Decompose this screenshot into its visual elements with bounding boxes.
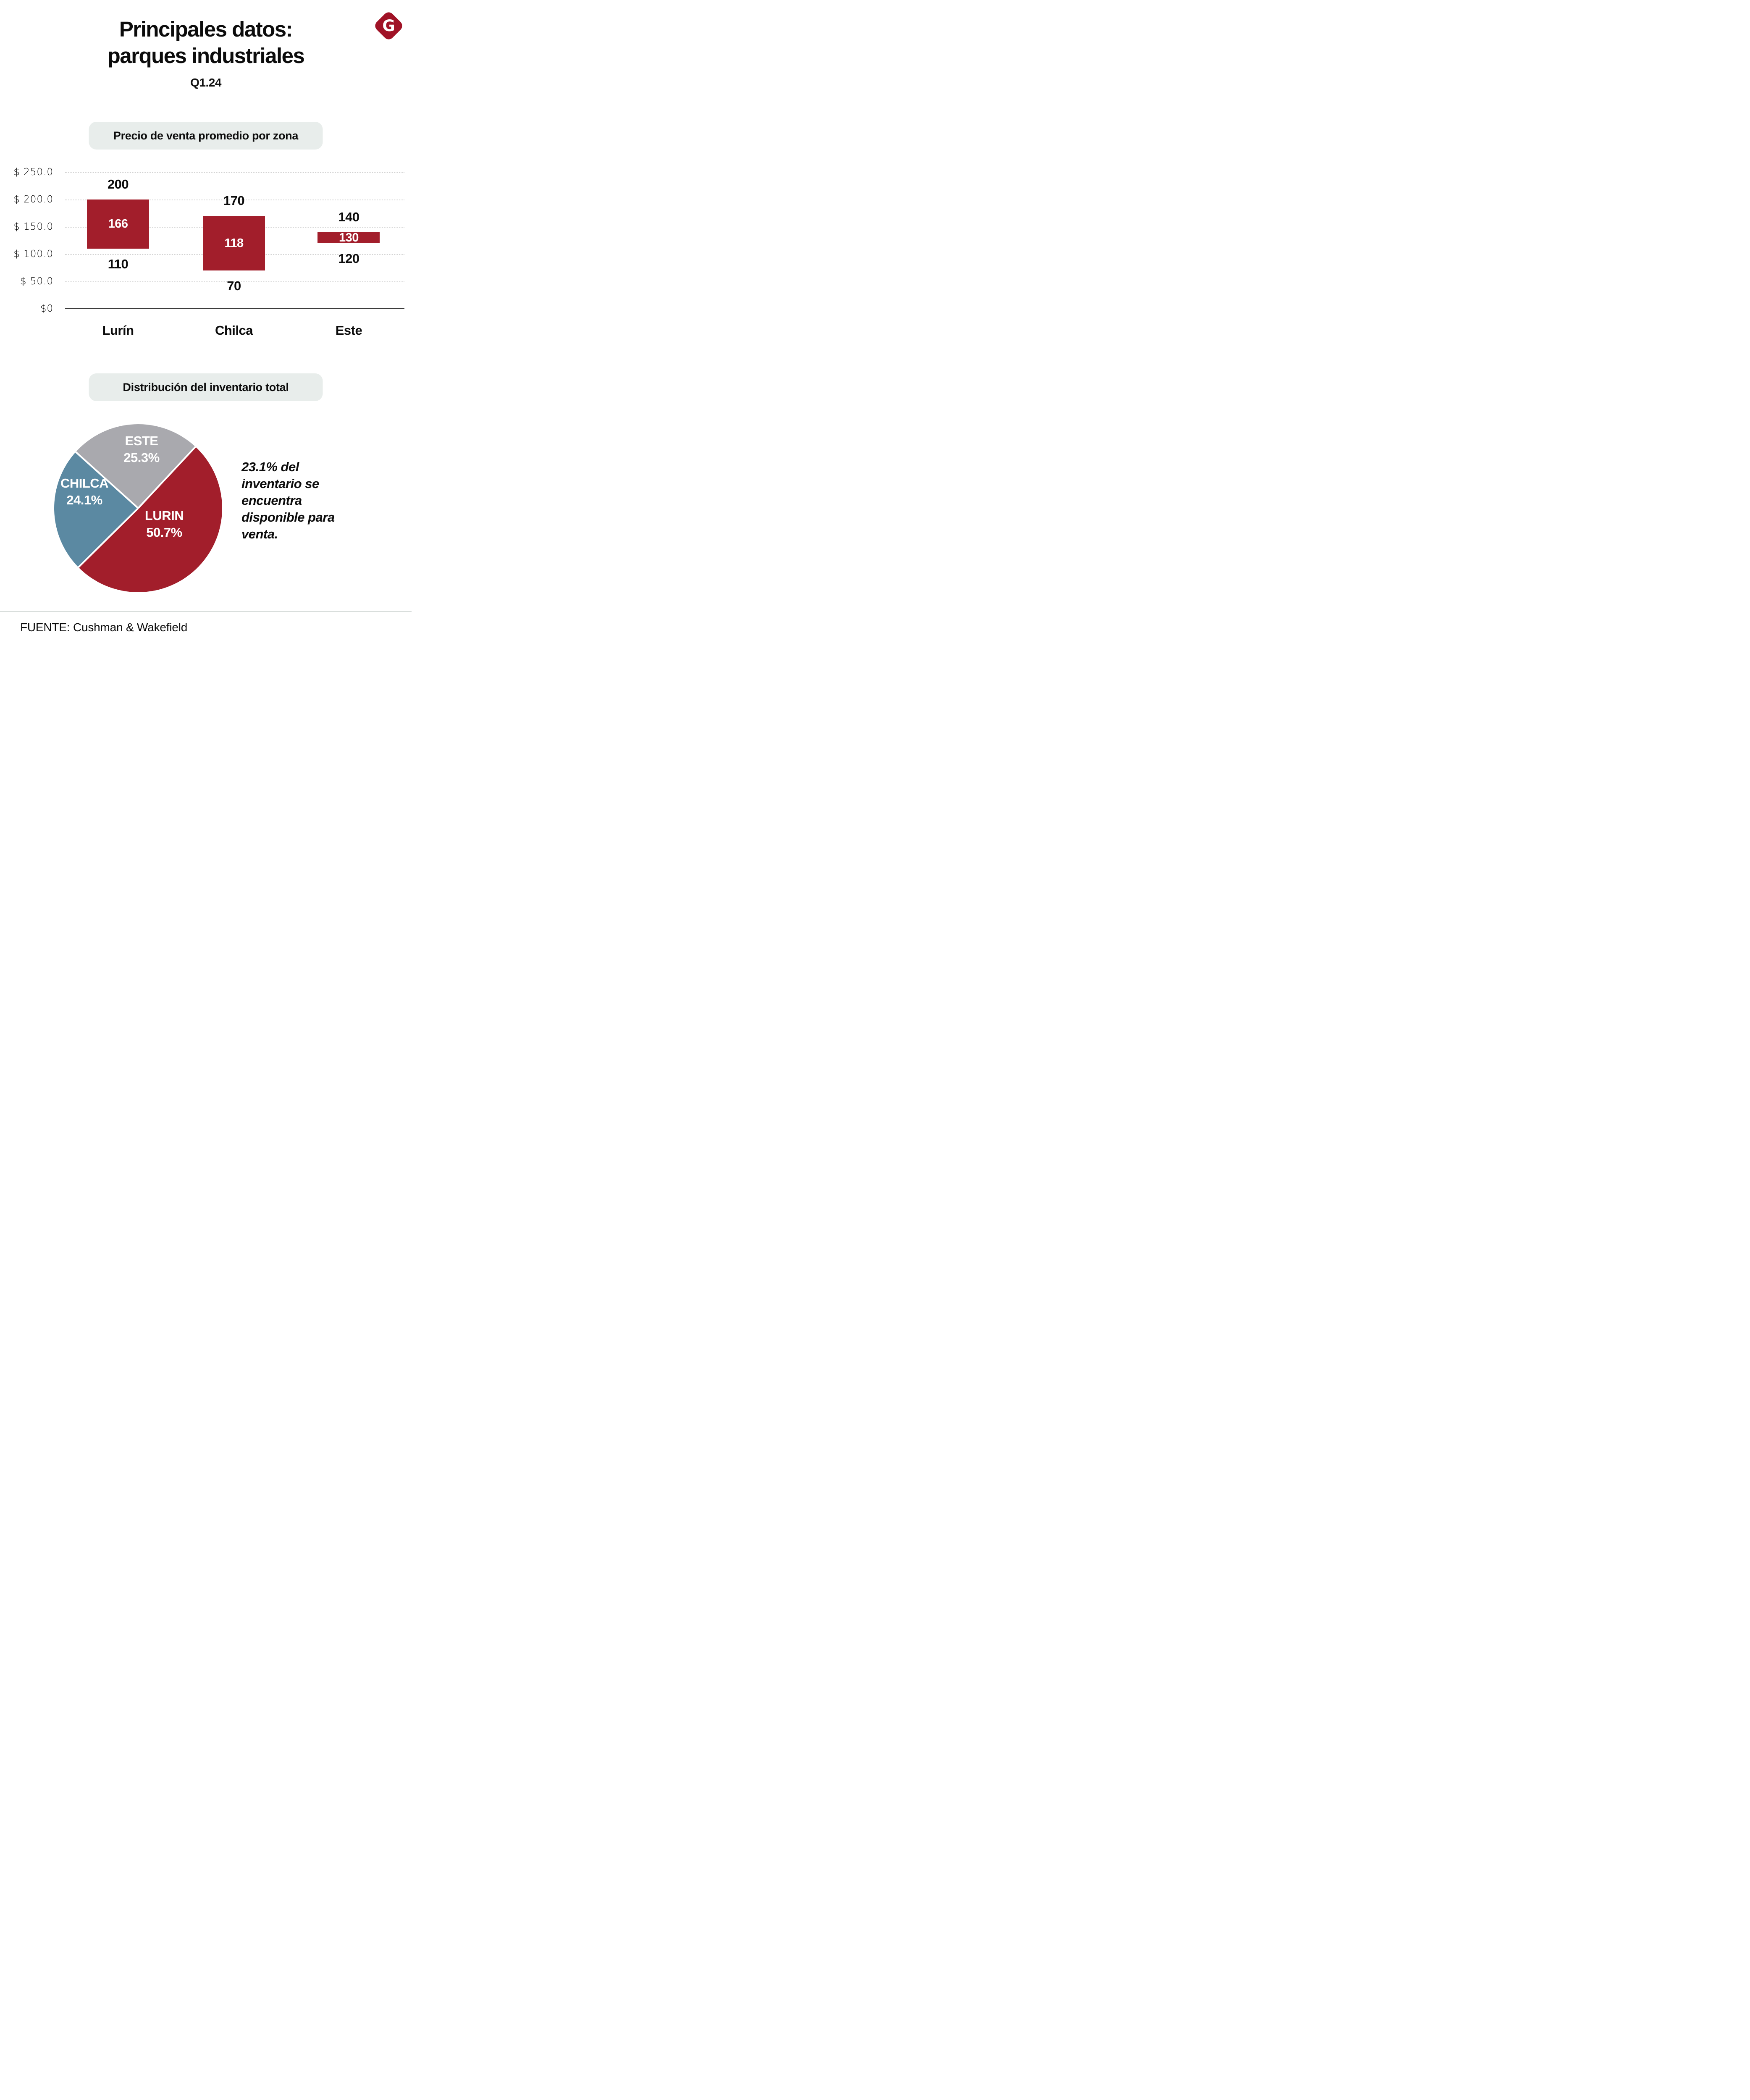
page-subtitle: Q1.24 xyxy=(190,76,221,89)
bar-chart-title: Precio de venta promedio por zona xyxy=(113,129,299,142)
pie-slice-percent: 24.1% xyxy=(66,493,102,507)
bar-chart-title-badge: Precio de venta promedio por zona xyxy=(89,122,323,150)
bar-avg-value: 166 xyxy=(108,217,128,231)
y-axis-tick-label: $ 250.0 xyxy=(13,167,53,178)
page-title-line1: Principales datos: xyxy=(119,17,293,41)
pie-slice-separator xyxy=(78,507,139,568)
pie-slice-name: LURIN xyxy=(144,508,184,523)
pie-slice-separator xyxy=(75,451,139,509)
pie-slice-separator xyxy=(137,446,196,509)
pie-slice-percent: 25.3% xyxy=(123,450,160,465)
bar-max-value: 170 xyxy=(223,193,245,208)
pie-chart: LURIN 50.7% CHILCA 24.1% ESTE 25.3% xyxy=(52,422,225,595)
bar-min-value: 110 xyxy=(108,257,129,271)
x-axis-category-label: Este xyxy=(335,323,362,338)
gridline xyxy=(65,281,404,282)
pie-slice-label-chilca: CHILCA 24.1% xyxy=(60,475,109,509)
x-axis-category-label: Lurín xyxy=(102,323,134,338)
bar-min-value: 120 xyxy=(338,251,359,266)
footer-divider xyxy=(0,611,412,612)
bar-avg-value: 118 xyxy=(224,236,244,250)
bar-min-value: 70 xyxy=(227,278,241,293)
pie-slice-lurin xyxy=(78,446,223,593)
pie-slice-name: ESTE xyxy=(125,433,158,448)
pie-annotation: 23.1% del inventario se encuentra dispon… xyxy=(241,459,335,541)
range-bar: 166 xyxy=(87,200,150,249)
y-axis-tick-label: $ 50.0 xyxy=(20,276,53,287)
page-title: Principales datos: parques industriales xyxy=(0,16,412,69)
bar-max-value: 140 xyxy=(338,210,359,224)
pie-chart-svg xyxy=(54,424,223,593)
page-title-line2: parques industriales xyxy=(107,44,305,68)
bar-avg-value: 130 xyxy=(339,231,359,244)
bar-max-value: 200 xyxy=(107,177,129,192)
y-axis-tick-label: $ 200.0 xyxy=(13,194,53,205)
pie-slice-label-este: ESTE 25.3% xyxy=(123,433,160,466)
pie-slice-name: CHILCA xyxy=(60,476,109,491)
source-text: FUENTE: Cushman & Wakefield xyxy=(20,621,188,634)
pie-slice-chilca xyxy=(54,452,138,567)
infographic-page: G Principales datos: parques industriale… xyxy=(0,0,412,652)
x-axis-category-label: Chilca xyxy=(215,323,253,338)
pie-chart-title-badge: Distribución del inventario total xyxy=(89,373,323,401)
y-axis-tick-label: $0 xyxy=(40,303,53,314)
gridline xyxy=(65,172,404,173)
pie-chart-title: Distribución del inventario total xyxy=(123,381,289,394)
range-bar: 118 xyxy=(202,216,265,270)
bar-chart-plot: $ 250.0 $ 200.0 $ 150.0 $ 100.0 $ 50.0 $0 166 2… xyxy=(13,167,404,338)
pie-slice-label-lurin: LURIN 50.7% xyxy=(145,507,184,541)
pie-slice-percent: 50.7% xyxy=(146,525,182,540)
x-axis-baseline xyxy=(65,308,404,309)
range-bar: 130 xyxy=(317,231,380,244)
pie-slice-este xyxy=(76,424,196,508)
y-axis-tick-label: $ 100.0 xyxy=(13,249,53,260)
y-axis-tick-label: $ 150.0 xyxy=(13,221,53,232)
